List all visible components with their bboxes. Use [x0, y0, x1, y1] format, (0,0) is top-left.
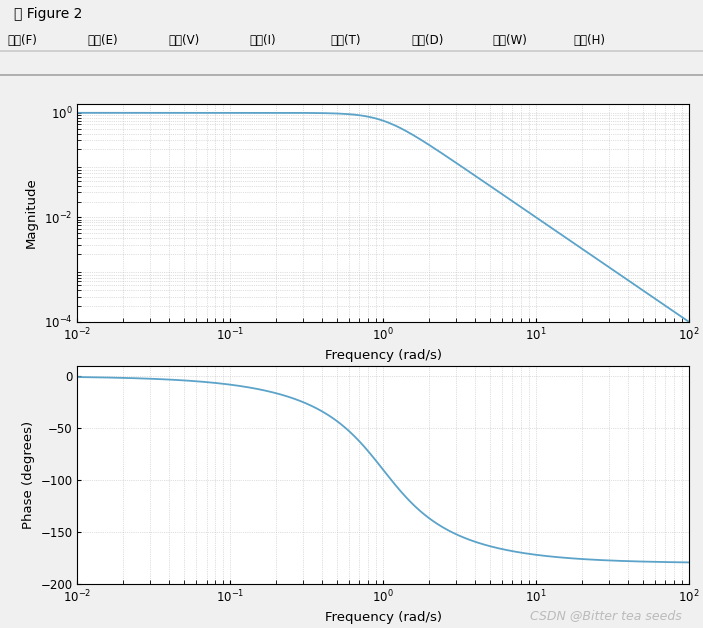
Y-axis label: Phase (degrees): Phase (degrees) [22, 421, 34, 529]
X-axis label: Frequency (rad/s): Frequency (rad/s) [325, 611, 441, 624]
Text: CSDN @Bitter tea seeds: CSDN @Bitter tea seeds [530, 609, 682, 622]
Text: 工具(T): 工具(T) [330, 34, 361, 46]
Text: 桌面(D): 桌面(D) [411, 34, 444, 46]
Text: 🔷 Figure 2: 🔷 Figure 2 [14, 7, 82, 21]
Text: 查看(V): 查看(V) [169, 34, 200, 46]
X-axis label: Frequency (rad/s): Frequency (rad/s) [325, 349, 441, 362]
Y-axis label: Magnitude: Magnitude [25, 177, 38, 248]
Text: 编辑(E): 编辑(E) [88, 34, 119, 46]
Text: 文件(F): 文件(F) [7, 34, 37, 46]
Text: 帮助(H): 帮助(H) [573, 34, 605, 46]
Text: 窗口(W): 窗口(W) [492, 34, 527, 46]
Text: 插入(I): 插入(I) [250, 34, 276, 46]
